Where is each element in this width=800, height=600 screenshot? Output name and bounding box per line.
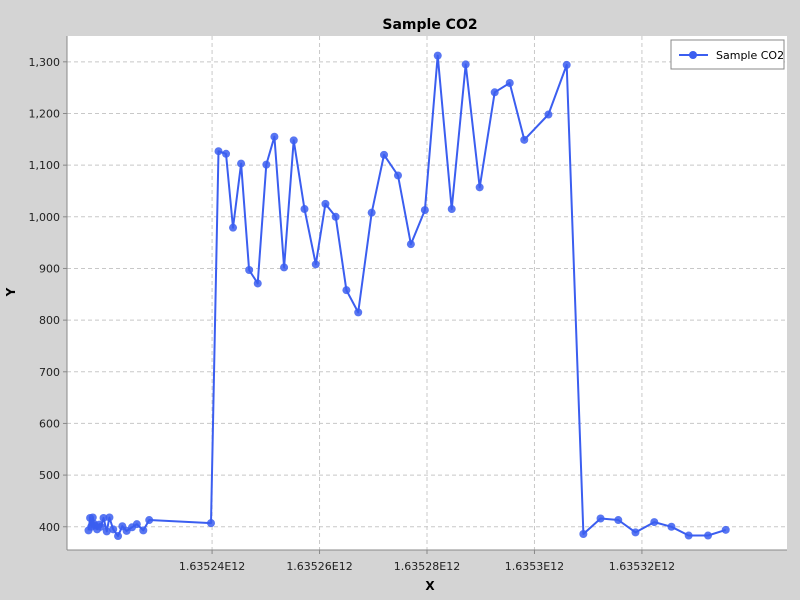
data-point bbox=[650, 518, 659, 527]
data-point bbox=[631, 528, 640, 537]
y-tick-label: 800 bbox=[39, 314, 60, 327]
x-tick-label: 1.63528E12 bbox=[394, 560, 460, 573]
x-tick-label: 1.63532E12 bbox=[609, 560, 675, 573]
data-point bbox=[420, 206, 429, 215]
data-point bbox=[262, 160, 271, 169]
y-tick-label: 1,000 bbox=[29, 211, 61, 224]
y-axis-ticks: 400 500 600 700 800 900 1,000 1,100 1,200 1,300 bbox=[29, 56, 67, 534]
data-point bbox=[132, 520, 141, 529]
legend-marker-swatch bbox=[689, 51, 697, 59]
data-point bbox=[490, 88, 499, 97]
data-point bbox=[311, 260, 320, 269]
data-point bbox=[704, 531, 713, 540]
chart-title: Sample CO2 bbox=[382, 17, 477, 33]
y-tick-label: 1,200 bbox=[29, 107, 61, 120]
legend-label: Sample CO2 bbox=[716, 49, 784, 62]
x-tick-label: 1.6353E12 bbox=[505, 560, 564, 573]
data-point bbox=[222, 149, 231, 158]
y-tick-label: 1,100 bbox=[29, 159, 61, 172]
data-point bbox=[96, 522, 105, 531]
data-point bbox=[280, 263, 289, 272]
legend: Sample CO2 bbox=[670, 39, 785, 70]
data-point bbox=[367, 208, 376, 217]
data-point bbox=[145, 516, 154, 525]
data-point bbox=[229, 223, 238, 232]
data-point bbox=[684, 531, 693, 540]
data-point bbox=[109, 525, 118, 534]
x-axis-label: X bbox=[425, 579, 435, 593]
data-point bbox=[214, 147, 223, 156]
data-point bbox=[544, 110, 553, 119]
data-point bbox=[207, 519, 215, 528]
data-point bbox=[139, 526, 148, 535]
y-tick-label: 600 bbox=[39, 417, 60, 430]
data-point bbox=[270, 132, 279, 141]
data-point bbox=[253, 279, 262, 288]
data-point bbox=[331, 212, 340, 221]
data-point bbox=[520, 135, 529, 144]
x-tick-label: 1.63526E12 bbox=[286, 560, 352, 573]
series-group bbox=[84, 51, 730, 541]
y-tick-label: 500 bbox=[39, 469, 60, 482]
data-point bbox=[614, 516, 623, 525]
data-point bbox=[342, 286, 351, 295]
y-tick-label: 900 bbox=[39, 262, 60, 275]
data-point bbox=[102, 527, 111, 536]
data-point bbox=[321, 199, 330, 208]
data-point bbox=[461, 60, 470, 69]
y-tick-label: 1,300 bbox=[29, 56, 61, 69]
y-tick-label: 700 bbox=[39, 366, 60, 379]
data-point bbox=[88, 513, 97, 522]
x-axis-ticks: 1.63524E12 1.63526E12 1.63528E12 1.6353E12 1… bbox=[179, 550, 675, 573]
data-point bbox=[721, 525, 730, 534]
y-axis-label: Y bbox=[4, 287, 18, 297]
data-point bbox=[300, 205, 309, 214]
data-point bbox=[393, 171, 402, 180]
data-point bbox=[596, 514, 605, 523]
data-point bbox=[475, 183, 484, 192]
data-point bbox=[245, 266, 254, 275]
data-point bbox=[105, 513, 114, 522]
data-point bbox=[447, 205, 456, 214]
data-point bbox=[114, 532, 123, 541]
data-point bbox=[354, 308, 363, 317]
data-point bbox=[562, 60, 571, 69]
y-tick-label: 400 bbox=[39, 521, 60, 534]
data-point bbox=[433, 51, 442, 60]
data-point bbox=[289, 136, 298, 145]
data-point bbox=[505, 79, 514, 88]
data-point bbox=[406, 240, 415, 249]
data-point bbox=[237, 159, 246, 168]
data-point bbox=[579, 529, 588, 538]
x-tick-label: 1.63524E12 bbox=[179, 560, 245, 573]
data-point bbox=[380, 150, 389, 159]
data-point bbox=[667, 522, 676, 531]
data-point bbox=[99, 513, 108, 522]
